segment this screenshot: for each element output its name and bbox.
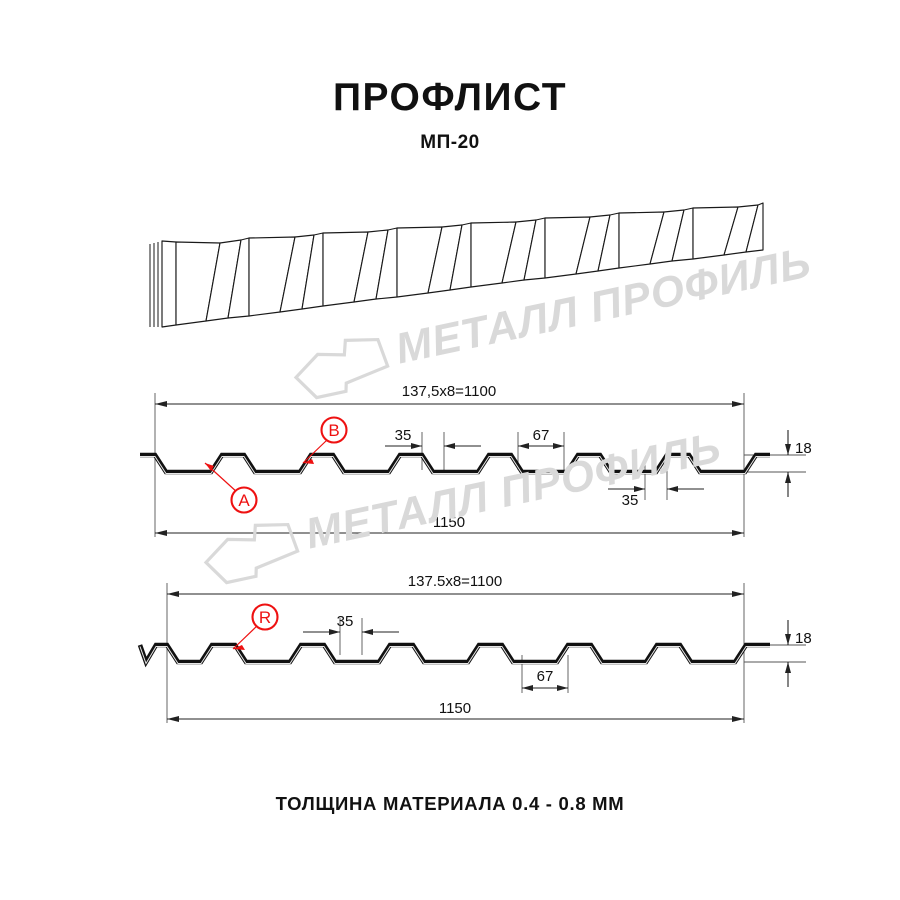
dimension-valley-top: 67 <box>518 427 564 449</box>
dimension-rib-bottom: 35 <box>303 613 399 635</box>
profile-outline-top <box>140 452 770 475</box>
watermark-text-2: МЕТАЛЛ ПРОФИЛЬ <box>301 423 725 558</box>
dimension-rib-top: 35 <box>385 427 481 449</box>
callout-r: R <box>232 603 279 650</box>
dimension-overall-top: 1150 <box>155 514 744 536</box>
dimension-module-top-label: 137,5x8=1100 <box>402 383 496 400</box>
watermark-logo-icon <box>293 337 390 400</box>
dimension-module-top: 137,5x8=1100 <box>155 383 744 407</box>
dimension-overall-bottom-label: 1150 <box>439 700 471 717</box>
callout-r-letter: R <box>259 608 271 627</box>
callout-a-letter: A <box>238 491 250 510</box>
watermark-logo-icon-2 <box>203 522 300 585</box>
profile-thickness-line-top <box>140 456 770 474</box>
dimension-rib-top-label: 35 <box>395 427 412 444</box>
dimension-rib-bottom-label: 35 <box>337 613 354 630</box>
callout-a: A <box>204 462 258 514</box>
dimension-module-bottom: 137.5x8=1100 <box>167 573 744 597</box>
dimension-module-bottom-label: 137.5x8=1100 <box>408 573 502 590</box>
dimension-height-bottom: 18 <box>785 620 812 687</box>
callout-b: B <box>302 416 348 464</box>
profile-thickness-line-bottom <box>139 646 770 665</box>
dimension-valley-bottom: 67 <box>522 668 568 691</box>
dimension-height-top: 18 <box>785 430 812 497</box>
profile-outline-bottom <box>137 642 770 668</box>
callout-b-letter: B <box>328 421 339 440</box>
dimension-flute-bottom-top: 35 <box>608 486 704 509</box>
dimension-overall-top-label: 1150 <box>433 514 465 531</box>
dimension-height-top-label: 18 <box>795 440 812 457</box>
cross-section-bottom: 137.5x8=1100 35 67 18 <box>137 573 812 723</box>
dimension-valley-top-label: 67 <box>533 427 550 444</box>
isometric-profile-view <box>149 202 764 328</box>
dimension-flute-bottom-top-label: 35 <box>622 492 639 509</box>
dimension-overall-bottom: 1150 <box>167 700 744 722</box>
material-thickness-note: ТОЛЩИНА МАТЕРИАЛА 0.4 - 0.8 ММ <box>275 793 625 814</box>
cross-section-top: 137,5x8=1100 35 67 35 <box>140 383 812 537</box>
watermark-lower: МЕТАЛЛ ПРОФИЛЬ <box>203 423 725 585</box>
dimension-valley-bottom-label: 67 <box>537 668 554 685</box>
dimension-height-bottom-label: 18 <box>795 630 812 647</box>
